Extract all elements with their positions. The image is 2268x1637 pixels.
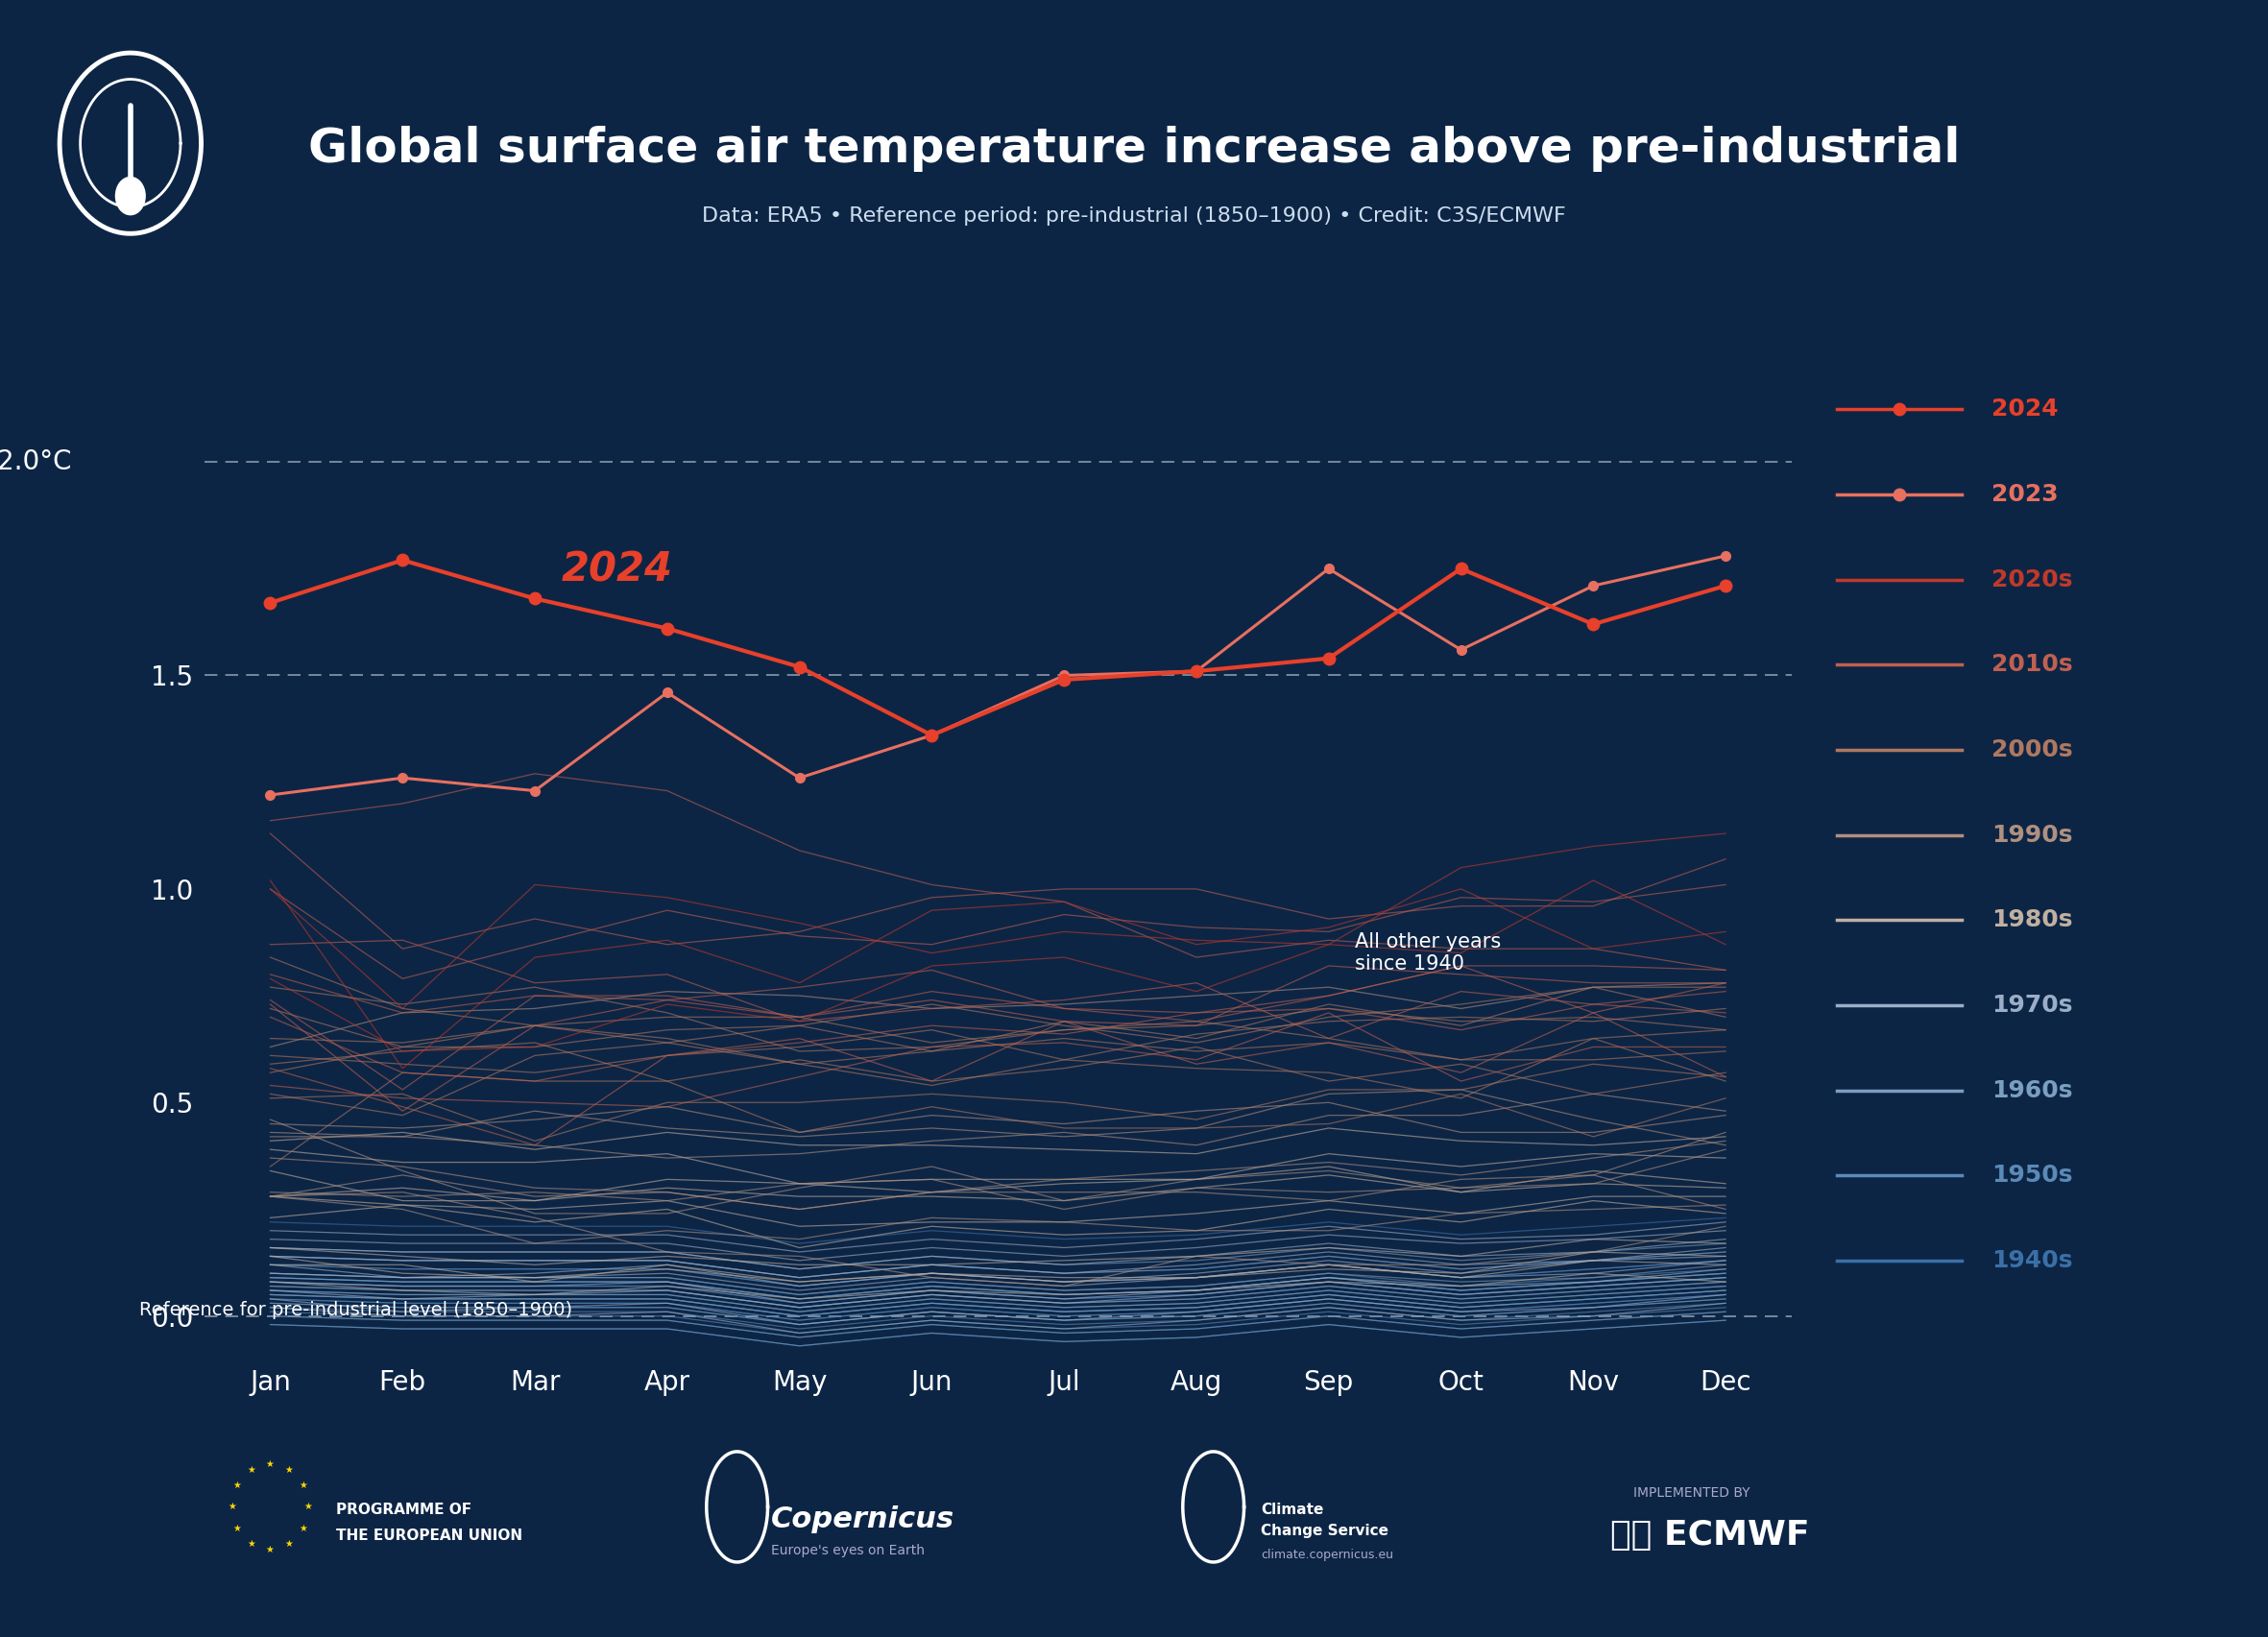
Text: 2024: 2024 [1991,398,2057,421]
Text: THE EUROPEAN UNION: THE EUROPEAN UNION [336,1529,522,1542]
Text: ★: ★ [299,1524,306,1534]
Text: ★: ★ [286,1539,293,1549]
Text: 2024: 2024 [560,550,674,589]
Text: climate.copernicus.eu: climate.copernicus.eu [1261,1549,1393,1562]
Text: ★: ★ [265,1545,274,1555]
Text: ★: ★ [299,1480,306,1490]
Text: PROGRAMME OF: PROGRAMME OF [336,1503,472,1516]
Text: 2023: 2023 [1991,483,2057,506]
Circle shape [116,177,145,214]
Text: 2020s: 2020s [1991,568,2073,591]
Text: IMPLEMENTED BY: IMPLEMENTED BY [1633,1486,1749,1499]
Text: 1950s: 1950s [1991,1164,2073,1187]
Text: 2010s: 2010s [1991,653,2073,676]
Text: ★: ★ [286,1465,293,1475]
Text: All other years
since 1940: All other years since 1940 [1354,933,1501,974]
Text: 1940s: 1940s [1991,1249,2073,1272]
Text: 1990s: 1990s [1991,823,2073,846]
Text: ★: ★ [265,1459,274,1468]
Text: Change Service: Change Service [1261,1524,1388,1537]
Text: Copernicus: Copernicus [771,1504,955,1534]
Text: ★: ★ [247,1539,254,1549]
Text: ⦿⦿ ECMWF: ⦿⦿ ECMWF [1610,1519,1810,1552]
Text: ★: ★ [304,1503,313,1511]
Text: Climate: Climate [1261,1503,1325,1516]
Text: Global surface air temperature increase above pre-industrial: Global surface air temperature increase … [308,126,1960,172]
Text: 2000s: 2000s [1991,738,2073,761]
Text: Reference for pre-industrial level (1850–1900): Reference for pre-industrial level (1850… [138,1301,572,1319]
Text: 2.0°C: 2.0°C [0,449,73,475]
Text: 1980s: 1980s [1991,909,2073,931]
Text: ★: ★ [247,1465,254,1475]
Text: ★: ★ [234,1524,240,1534]
Text: Europe's eyes on Earth: Europe's eyes on Earth [771,1544,925,1557]
Text: Data: ERA5 • Reference period: pre-industrial (1850–1900) • Credit: C3S/ECMWF: Data: ERA5 • Reference period: pre-indus… [703,206,1565,226]
Text: 1960s: 1960s [1991,1079,2073,1102]
Text: 1970s: 1970s [1991,994,2073,1017]
Text: ★: ★ [227,1503,236,1511]
Text: ★: ★ [234,1480,240,1490]
